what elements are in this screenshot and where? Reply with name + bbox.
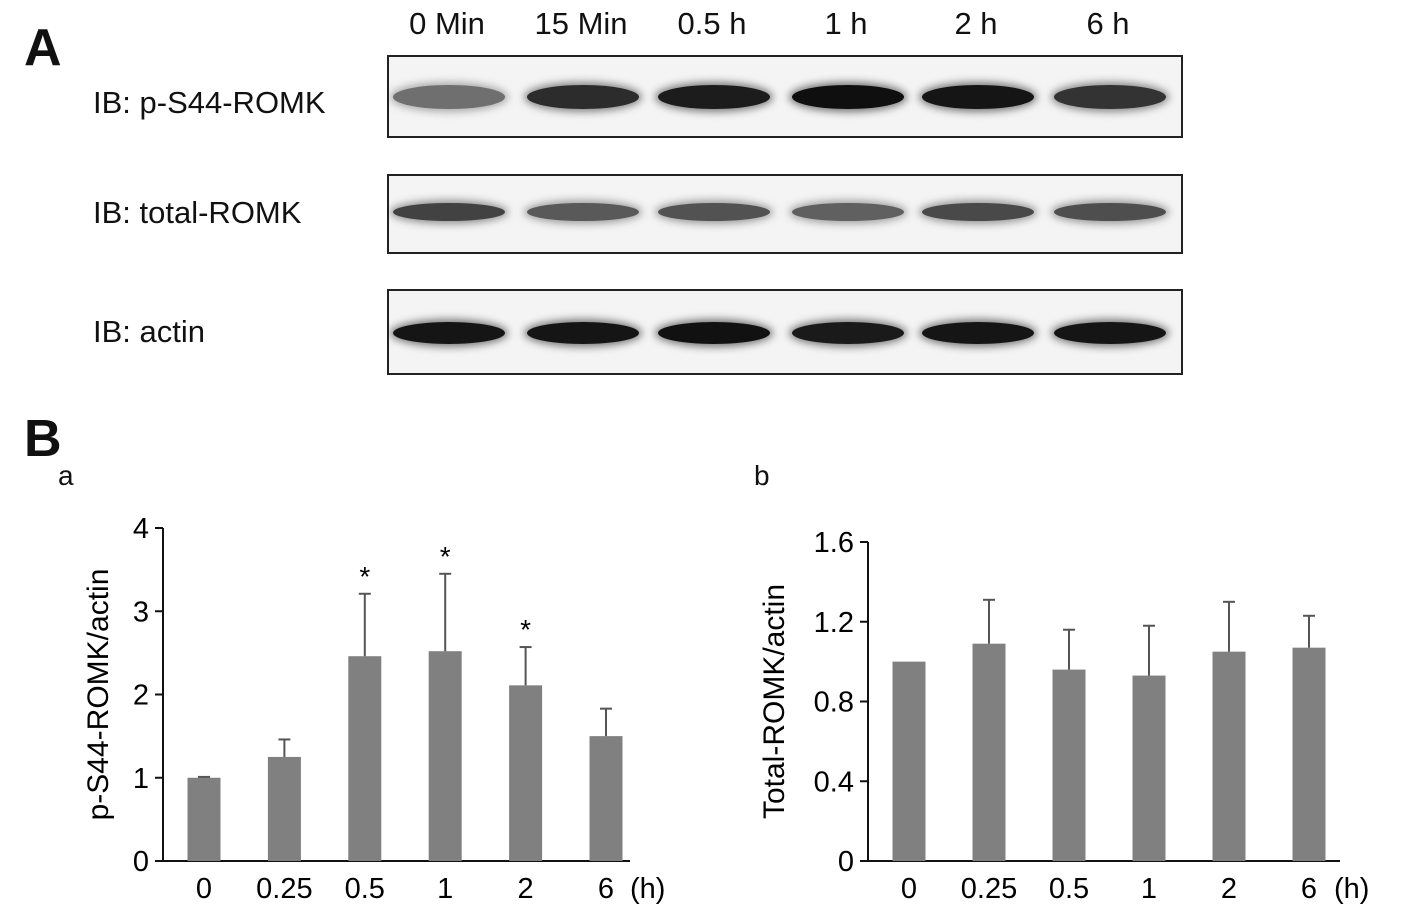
x-tick-label: 1 [437, 873, 453, 905]
blot-label-p-s44-romk: IB: p-S44-ROMK [93, 85, 326, 120]
x-tick-label: 0.5 [1049, 873, 1089, 905]
blot-band [792, 203, 904, 221]
blot-band [658, 85, 770, 109]
bar [892, 661, 926, 861]
bar [1052, 669, 1086, 861]
blot-band [393, 322, 505, 344]
x-axis-unit: (h) [1334, 873, 1369, 905]
subpanel-a-letter: a [58, 460, 74, 491]
blot-band [1054, 85, 1166, 109]
x-tick-label: 1 [1141, 873, 1157, 905]
x-tick-label: 2 [1221, 873, 1237, 905]
subpanel-b-letter: b [754, 460, 770, 491]
blot-actin [387, 289, 1183, 375]
significance-marker: * [359, 561, 370, 592]
blot-band [393, 85, 505, 109]
chart-p-s44-romk: 0 1 2 3 4 p-S44-ROMK/actin 0 0.25 * 0.5 * 1 * 2 6 (h) [82, 513, 665, 905]
bar [1132, 675, 1166, 861]
y-tick-label: 4 [133, 513, 149, 545]
blot-band [658, 322, 770, 344]
y-axis-label: p-S44-ROMK/actin [82, 569, 115, 821]
x-tick-label: 0 [901, 873, 917, 905]
lane-label: 15 Min [534, 6, 628, 41]
panel-a-letter: A [24, 19, 62, 77]
bar [348, 656, 382, 861]
bar [972, 643, 1006, 861]
y-axis-label: Total-ROMK/actin [758, 584, 791, 819]
y-tick-label: 1.6 [814, 527, 854, 559]
y-tick-label: 0.4 [814, 766, 854, 798]
x-tick-label: 0.5 [345, 873, 385, 905]
bar [509, 685, 543, 861]
blot-band [527, 322, 639, 344]
x-tick-label: 0.25 [961, 873, 1017, 905]
blot-p-s44-romk [387, 55, 1183, 138]
bar [187, 777, 221, 861]
chart-total-romk: 0 0.4 0.8 1.2 1.6 Total-ROMK/actin 0 0.25 0.5 1 2 6… [758, 527, 1369, 905]
y-tick-label: 1 [133, 763, 149, 795]
bar [1212, 651, 1246, 861]
blot-band [792, 85, 904, 109]
y-tick-label: 0.8 [814, 687, 854, 719]
x-tick-label: 0.25 [256, 873, 312, 905]
bar [428, 651, 462, 861]
lane-label: 0.5 h [677, 6, 747, 41]
blot-band [1054, 203, 1166, 221]
bar [267, 756, 301, 861]
y-tick-label: 0 [133, 846, 149, 878]
y-tick-label: 3 [133, 596, 149, 628]
x-tick-label: 6 [1301, 873, 1317, 905]
x-tick-label: 2 [518, 873, 534, 905]
blot-band [922, 322, 1034, 344]
blot-band [922, 85, 1034, 109]
y-tick-label: 1.2 [814, 607, 854, 639]
bar [1292, 647, 1326, 861]
significance-marker: * [520, 614, 531, 645]
x-tick-label: 6 [598, 873, 614, 905]
lane-label: 0 Min [409, 6, 485, 41]
blot-label-total-romk: IB: total-ROMK [93, 195, 302, 230]
x-axis-unit: (h) [630, 873, 665, 905]
lane-label: 6 h [1086, 6, 1130, 41]
blot-label-actin: IB: actin [93, 314, 205, 349]
blot-band [527, 85, 639, 109]
blot-band [658, 203, 770, 221]
y-tick-label: 0 [838, 846, 854, 878]
blot-band [393, 203, 505, 221]
bar [589, 736, 623, 861]
lane-label: 2 h [954, 6, 998, 41]
blot-band [792, 322, 904, 344]
panel-b-letter: B [24, 410, 62, 468]
lane-label: 1 h [824, 6, 868, 41]
significance-marker: * [440, 541, 451, 572]
blot-band [1054, 322, 1166, 344]
blot-band [527, 203, 639, 221]
x-tick-label: 0 [196, 873, 212, 905]
blot-total-romk [387, 174, 1183, 254]
blot-band [922, 203, 1034, 221]
y-tick-label: 2 [133, 680, 149, 712]
